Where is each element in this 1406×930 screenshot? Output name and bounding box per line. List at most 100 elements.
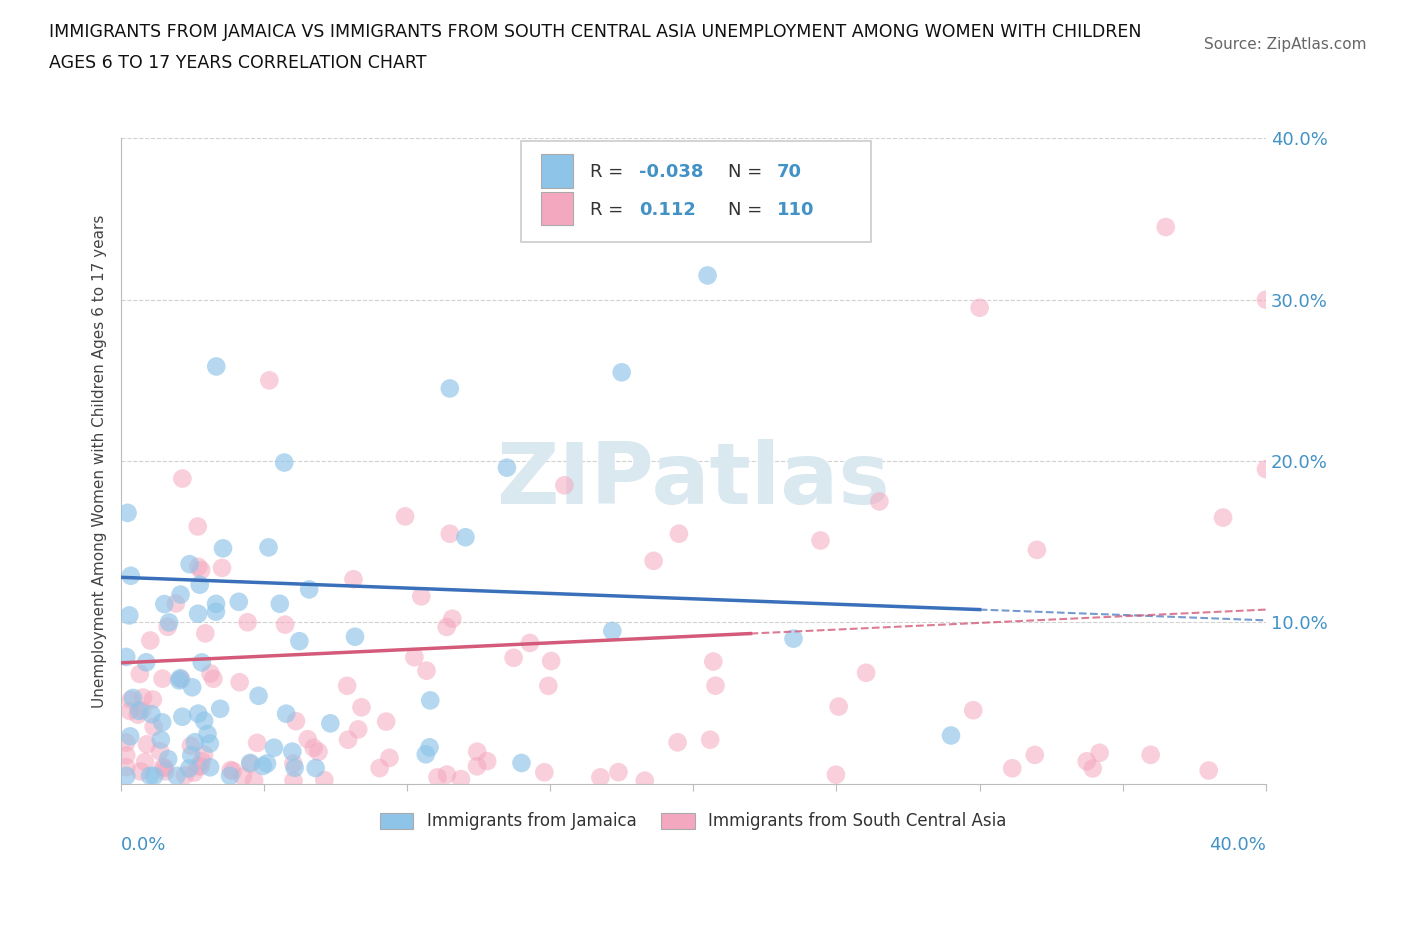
Point: [962, 703, 984, 718]
Point: [285, 713, 308, 728]
Point: [198, 760, 221, 775]
Point: [179, 761, 201, 776]
Point: [142, 692, 165, 707]
Point: [1139, 748, 1161, 763]
Point: [187, 559, 209, 574]
Point: [169, 587, 191, 602]
Point: [118, 704, 141, 719]
Point: [439, 381, 461, 396]
Point: [827, 699, 849, 714]
Point: [855, 665, 877, 680]
Point: [205, 604, 228, 619]
Point: [304, 761, 326, 776]
Point: [404, 650, 426, 665]
Point: [211, 561, 233, 576]
Point: [666, 735, 689, 750]
Point: [475, 753, 498, 768]
Point: [205, 596, 228, 611]
Point: [156, 619, 179, 634]
Point: [283, 773, 305, 788]
Point: [343, 630, 366, 644]
Point: [607, 764, 630, 779]
Point: [141, 707, 163, 722]
Point: [115, 768, 138, 783]
Point: [496, 460, 519, 475]
Point: [415, 747, 437, 762]
Point: [205, 359, 228, 374]
Point: [302, 740, 325, 755]
Point: [134, 754, 156, 769]
Point: [256, 756, 278, 771]
Point: [236, 615, 259, 630]
Point: [152, 671, 174, 686]
Point: [465, 744, 488, 759]
Point: [519, 635, 541, 650]
Point: [281, 744, 304, 759]
Point: [350, 700, 373, 715]
Point: [634, 773, 657, 788]
Text: R =: R =: [591, 164, 623, 181]
Point: [165, 596, 187, 611]
Point: [188, 578, 211, 592]
Point: [115, 735, 138, 750]
Point: [239, 755, 262, 770]
Point: [419, 740, 441, 755]
Legend: Immigrants from Jamaica, Immigrants from South Central Asia: Immigrants from Jamaica, Immigrants from…: [374, 805, 1014, 837]
Point: [284, 761, 307, 776]
Point: [115, 748, 138, 763]
Point: [152, 760, 174, 775]
Point: [336, 678, 359, 693]
Point: [153, 761, 176, 776]
Point: [183, 765, 205, 780]
Point: [276, 706, 298, 721]
Point: [298, 582, 321, 597]
Point: [246, 736, 269, 751]
Point: [600, 623, 623, 638]
Point: [187, 759, 209, 774]
Text: 40.0%: 40.0%: [1209, 835, 1265, 854]
Point: [825, 767, 848, 782]
Point: [117, 505, 139, 520]
Point: [441, 611, 464, 626]
Text: R =: R =: [591, 201, 623, 219]
Point: [166, 768, 188, 783]
Point: [273, 455, 295, 470]
Point: [149, 744, 172, 759]
Point: [212, 541, 235, 556]
Point: [426, 770, 449, 785]
Point: [184, 735, 207, 750]
Point: [193, 713, 215, 728]
Text: 0.112: 0.112: [640, 201, 696, 219]
Point: [200, 666, 222, 681]
Point: [308, 744, 330, 759]
Point: [502, 650, 524, 665]
Point: [228, 594, 250, 609]
Point: [436, 767, 458, 782]
Point: [198, 737, 221, 751]
Point: [252, 759, 274, 774]
Point: [122, 690, 145, 705]
Point: [274, 618, 297, 632]
Point: [228, 675, 250, 690]
Point: [314, 773, 336, 788]
Point: [149, 732, 172, 747]
Point: [415, 663, 437, 678]
Point: [190, 753, 212, 768]
Point: [131, 703, 153, 718]
Point: [187, 706, 209, 721]
Point: [180, 738, 202, 753]
Point: [1154, 219, 1177, 234]
Point: [610, 365, 633, 379]
Point: [439, 526, 461, 541]
Point: [172, 710, 194, 724]
Point: [243, 773, 266, 788]
Text: 70: 70: [778, 164, 801, 181]
Point: [120, 729, 142, 744]
Point: [153, 597, 176, 612]
Point: [1198, 763, 1220, 777]
Point: [120, 568, 142, 583]
Point: [553, 478, 575, 493]
Point: [170, 671, 193, 686]
FancyBboxPatch shape: [522, 141, 870, 242]
Point: [269, 596, 291, 611]
